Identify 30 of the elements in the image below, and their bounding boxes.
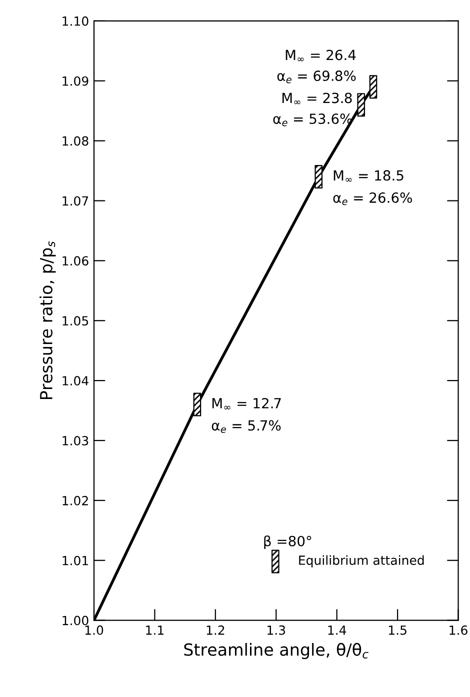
y-tick-label: 1.06 [62, 256, 88, 266]
y-tick-label: 1.05 [62, 316, 88, 326]
annotation: M$_{∞}$ = 18.5 [334, 170, 404, 182]
annotation: M$_{∞}$ = 23.8 [282, 92, 352, 104]
annotation: α$_{e}$ = 53.6% [273, 114, 352, 126]
x-tick-label: 1.3 [268, 625, 286, 635]
x-axis-title: Streamline angle, θ/θ$_{c}$ [184, 642, 368, 660]
x-tick-label: 1.6 [450, 625, 468, 635]
y-tick-label: 1.09 [62, 76, 88, 86]
y-tick-label: 1.02 [62, 496, 88, 506]
x-tick-label: 1.2 [206, 625, 224, 635]
y-tick-label: 1.03 [62, 436, 88, 446]
annotation: M$_{∞}$ = 12.7 [212, 398, 281, 410]
y-tick-label: 1.07 [62, 196, 88, 206]
x-tick-label: 1.0 [85, 625, 104, 635]
legend-title: β =80° [264, 536, 312, 550]
y-tick-label: 1.08 [62, 136, 88, 146]
x-tick-label: 1.1 [146, 626, 164, 635]
y-tick-label: 1.10 [62, 16, 88, 26]
annotation: α$_{e}$ = 5.7% [212, 420, 281, 433]
annotation: M$_{∞}$ = 26.4 [286, 50, 356, 62]
x-tick-label: 1.5 [388, 626, 406, 635]
annotation: α$_{e}$ = 69.8% [277, 70, 356, 84]
y-tick-label: 1.04 [62, 376, 88, 386]
legend-label: Equilibrium attained [299, 555, 424, 568]
y-axis-title: Pressure ratio, p/p$_{s}$ [40, 241, 56, 399]
annotation: α$_{e}$ = 26.6% [333, 192, 412, 206]
y-tick-label: 1.01 [62, 556, 88, 566]
y-tick-label: 1.00 [62, 616, 88, 626]
x-tick-label: 1.4 [328, 626, 346, 635]
